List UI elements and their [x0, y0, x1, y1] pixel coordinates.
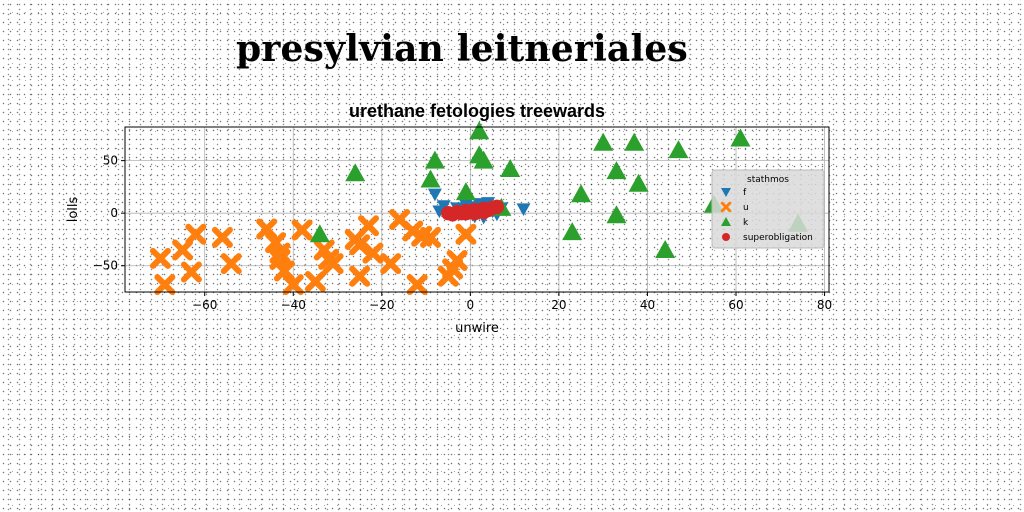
- y-tick-label: 50: [103, 154, 118, 168]
- x-tick-label: −20: [369, 298, 394, 312]
- point-u: [322, 253, 344, 275]
- chart-title: urethane fetologies treewards: [349, 101, 605, 121]
- point-u: [304, 270, 326, 292]
- legend: stathmos fuk superobligation: [711, 169, 825, 249]
- point-u: [349, 234, 371, 256]
- point-u: [446, 249, 468, 271]
- legend-title: stathmos: [747, 175, 789, 185]
- point-u: [380, 253, 402, 275]
- point-f: [436, 200, 451, 213]
- legend-box: [711, 169, 825, 249]
- point-f: [427, 188, 442, 202]
- data-points: [149, 121, 809, 296]
- point-u: [358, 215, 380, 237]
- point-u: [291, 219, 313, 241]
- x-tick-label: 40: [640, 298, 655, 312]
- point-u: [273, 260, 295, 282]
- legend-items: fuk superobligation: [720, 188, 813, 243]
- y-tick-label: 0: [110, 206, 118, 220]
- point-k: [606, 205, 627, 224]
- point-k: [624, 132, 645, 151]
- point-k: [571, 184, 592, 203]
- point-k: [730, 128, 751, 147]
- y-tick-label: −50: [93, 259, 118, 273]
- point-u: [362, 242, 384, 264]
- point-u: [420, 226, 442, 248]
- series-superobligation: [441, 199, 505, 222]
- point-u: [149, 247, 171, 269]
- point-k: [500, 159, 521, 178]
- point-f: [516, 203, 531, 216]
- point-k: [606, 161, 627, 180]
- point-u: [220, 253, 242, 275]
- point-k: [469, 121, 490, 140]
- x-tick-label: −60: [192, 298, 217, 312]
- point-u: [406, 274, 428, 296]
- point-k: [345, 163, 366, 182]
- legend-label-u: u: [743, 203, 749, 213]
- point-k: [420, 169, 441, 188]
- series-u: [149, 208, 477, 296]
- point-k: [562, 222, 583, 241]
- y-axis-label: lolls: [66, 196, 81, 222]
- point-u: [211, 226, 233, 248]
- point-u: [185, 223, 207, 245]
- legend-label-k: k: [743, 218, 749, 228]
- point-k: [473, 150, 494, 169]
- point-k: [593, 132, 614, 151]
- point-u: [282, 274, 304, 296]
- point-superobligation: [476, 204, 491, 220]
- point-u: [154, 274, 176, 296]
- page-title: presylvian leitneriales: [236, 28, 688, 70]
- point-k: [424, 150, 445, 169]
- point-u: [172, 239, 194, 261]
- x-tick-label: −40: [281, 298, 306, 312]
- legend-marker-f: [721, 188, 731, 197]
- point-k: [455, 182, 476, 201]
- point-k: [655, 239, 676, 258]
- legend-label-f: f: [743, 188, 747, 198]
- x-tick-label: 60: [728, 298, 743, 312]
- point-u: [256, 218, 278, 240]
- x-tick-label: 0: [467, 298, 475, 312]
- legend-marker-k: [721, 217, 731, 226]
- x-tick-label: 80: [817, 298, 832, 312]
- legend-marker-u: [720, 201, 732, 213]
- x-axis-label: unwire: [455, 321, 499, 336]
- x-tick-label: 20: [551, 298, 566, 312]
- point-u: [349, 265, 371, 287]
- point-k: [309, 224, 330, 243]
- legend-marker-superobligation: [722, 233, 730, 241]
- point-k: [668, 140, 689, 159]
- point-k: [628, 173, 649, 192]
- axis-ticks: −60 −40 −20 0 20 40 60 80 −50 0 50: [93, 154, 833, 312]
- point-u: [180, 261, 202, 283]
- point-superobligation: [489, 199, 505, 215]
- plot-frame: [124, 126, 830, 293]
- legend-label-superobligation: superobligation: [743, 233, 813, 243]
- point-u: [455, 223, 477, 245]
